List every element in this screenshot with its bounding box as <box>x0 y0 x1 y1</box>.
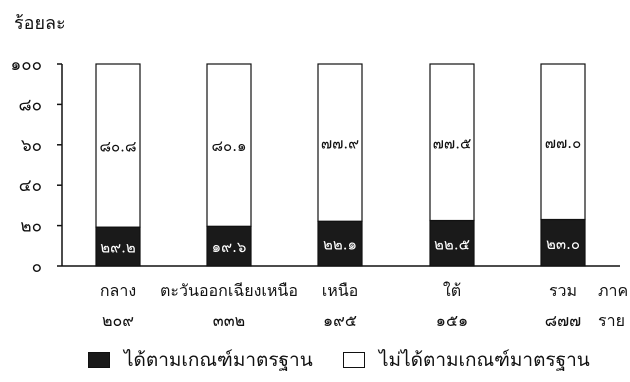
x-row-label-region: ภาค <box>598 281 628 300</box>
data-label-meets-standard: ๒๙.๒ <box>100 239 136 257</box>
legend-item-not-meets-standard: ไม่ได้ตามเกณฑ์มาตรฐาน <box>343 345 590 375</box>
x-category-count: ๘๗๗ <box>545 311 581 330</box>
bar-not-meets-standard <box>540 63 586 221</box>
x-category-count: ๑๕๑ <box>436 311 468 330</box>
y-tick-label: ๔๐ <box>19 176 42 196</box>
x-category-label: เหนือ <box>322 281 359 300</box>
bar-meets-standard <box>95 226 141 267</box>
legend-swatch-not-meets-standard <box>343 352 365 368</box>
y-tick-label: ๖๐ <box>21 136 42 156</box>
data-label-not-meets-standard: ๘๐.๑ <box>211 137 246 155</box>
y-tick-label: ๘๐ <box>19 95 43 115</box>
x-category-count: ๓๓๒ <box>213 311 245 330</box>
data-label-meets-standard: ๒๒.๑ <box>323 236 357 254</box>
x-category-count: ๑๙๕ <box>323 311 357 330</box>
x-category-label: รวม <box>549 281 577 300</box>
data-label-meets-standard: ๒๒.๕ <box>434 235 470 253</box>
legend-label-not-meets-standard: ไม่ได้ตามเกณฑ์มาตรฐาน <box>379 349 590 371</box>
bar-not-meets-standard <box>206 63 252 228</box>
legend-label-meets-standard: ได้ตามเกณฑ์มาตรฐาน <box>124 349 313 371</box>
legend-item-meets-standard: ได้ตามเกณฑ์มาตรฐาน <box>88 345 313 375</box>
bar-meets-standard <box>206 225 252 267</box>
bar-not-meets-standard <box>429 63 475 222</box>
x-category-label: ใต้ <box>443 281 461 300</box>
x-category-label: ตะวันออกเฉียงเหนือ <box>160 281 298 300</box>
y-tick-label: ๒๐ <box>20 217 42 237</box>
bar-meets-standard <box>429 219 475 267</box>
y-axis-unit-label: ร้อยละ <box>14 13 66 34</box>
x-category-label: กลาง <box>100 281 136 300</box>
y-tick-label: ๑๐๐ <box>10 55 42 75</box>
data-label-not-meets-standard: ๗๗.๙ <box>321 135 359 153</box>
legend-swatch-meets-standard <box>88 352 110 368</box>
bar-meets-standard <box>317 220 363 267</box>
y-tick-label: ๐ <box>32 257 42 277</box>
x-category-count: ๒๐๙ <box>102 311 134 330</box>
data-label-meets-standard: ๒๓.๐ <box>546 235 580 253</box>
bar-not-meets-standard <box>317 63 363 222</box>
x-row-label-count: ราย <box>598 311 625 330</box>
data-label-not-meets-standard: ๗๗.๐ <box>545 134 581 152</box>
data-label-not-meets-standard: ๘๐.๘ <box>99 138 136 156</box>
bar-meets-standard <box>540 218 586 267</box>
data-label-not-meets-standard: ๗๗.๕ <box>433 134 472 152</box>
data-label-meets-standard: ๑๙.๖ <box>212 238 247 256</box>
